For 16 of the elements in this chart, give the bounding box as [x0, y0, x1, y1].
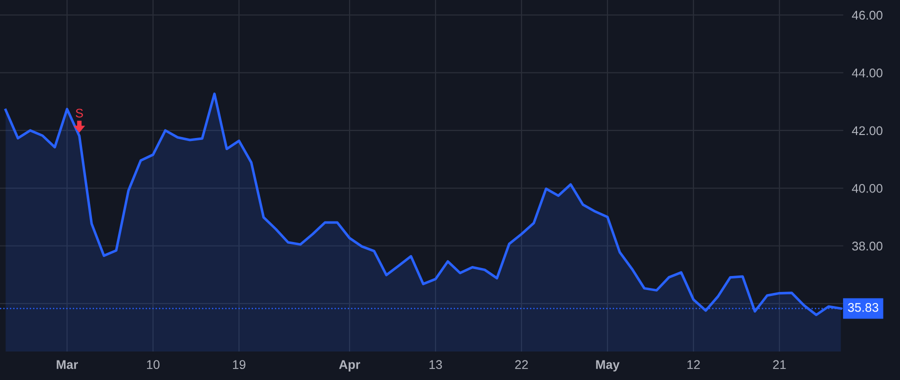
x-tick-label: 21 — [773, 360, 786, 369]
y-tick-label: 38.00 — [852, 242, 882, 251]
x-tick-label: May — [596, 360, 620, 372]
x-tick-label: 22 — [515, 360, 528, 369]
y-tick-label: 46.00 — [852, 10, 882, 20]
x-tick-label: 19 — [233, 360, 246, 370]
annotation: S — [76, 108, 83, 118]
y-tick-label: 44.00 — [852, 68, 882, 78]
y-tick-label: 42.00 — [852, 126, 882, 136]
x-tick-label: 10 — [147, 360, 160, 370]
x-tick-label: Apr — [339, 360, 360, 372]
y-tick-label: 40.00 — [852, 184, 882, 193]
x-tick-label: Mar — [56, 360, 78, 370]
ref-line-label: 35.83 — [848, 303, 878, 312]
x-tick-label: 12 — [687, 360, 700, 369]
x-tick-label: 13 — [430, 360, 442, 370]
